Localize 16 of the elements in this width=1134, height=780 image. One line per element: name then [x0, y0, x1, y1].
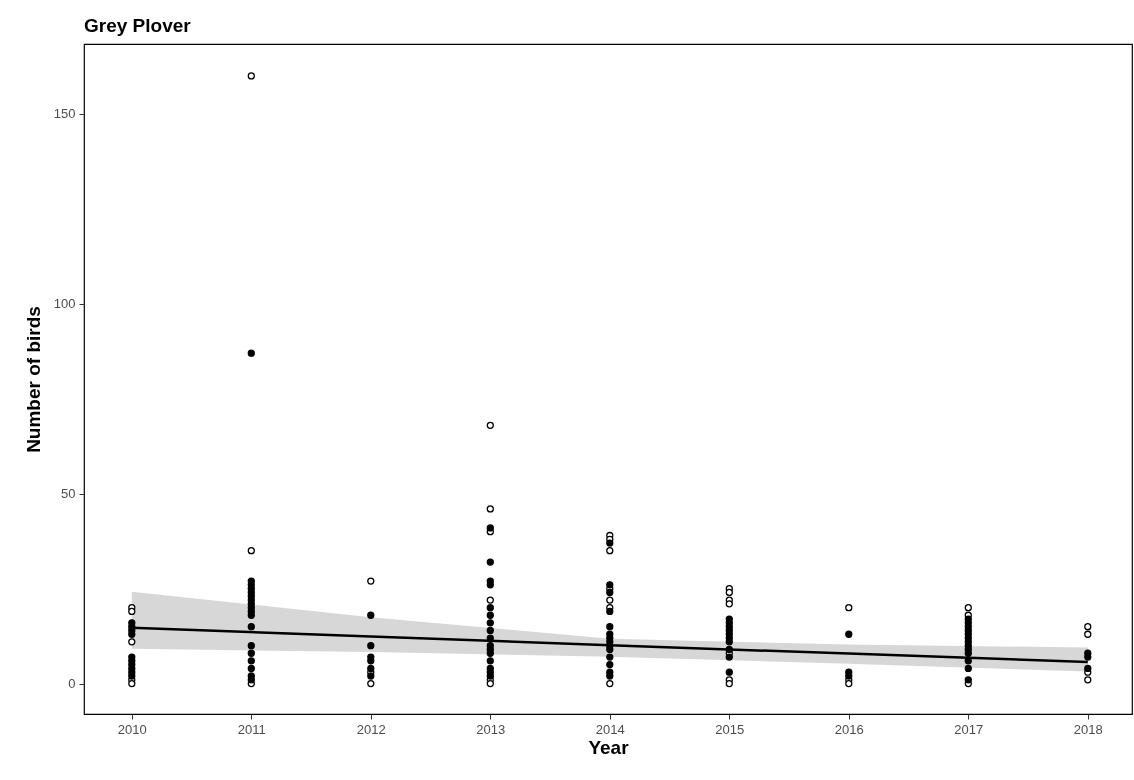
y-tick-label: 100	[53, 296, 76, 312]
y-tick-label: 150	[53, 106, 76, 122]
y-tick-label: 50	[61, 486, 76, 502]
x-tick-label: 2017	[954, 721, 984, 737]
x-tick-label: 2012	[356, 721, 386, 737]
chart-title: Grey Plover	[84, 15, 192, 36]
x-tick-label: 2013	[476, 721, 506, 737]
x-tick-label: 2011	[237, 721, 266, 737]
x-axis-title: Year	[588, 736, 630, 758]
x-tick-label: 2018	[1073, 721, 1103, 737]
x-tick-label: 2010	[117, 721, 147, 737]
x-tick-label: 2015	[715, 721, 745, 737]
y-tick-label: 0	[68, 676, 76, 692]
x-tick-label: 2016	[834, 721, 864, 737]
x-tick-label: 2014	[595, 721, 625, 737]
y-axis-title: Number of birds	[22, 306, 44, 453]
